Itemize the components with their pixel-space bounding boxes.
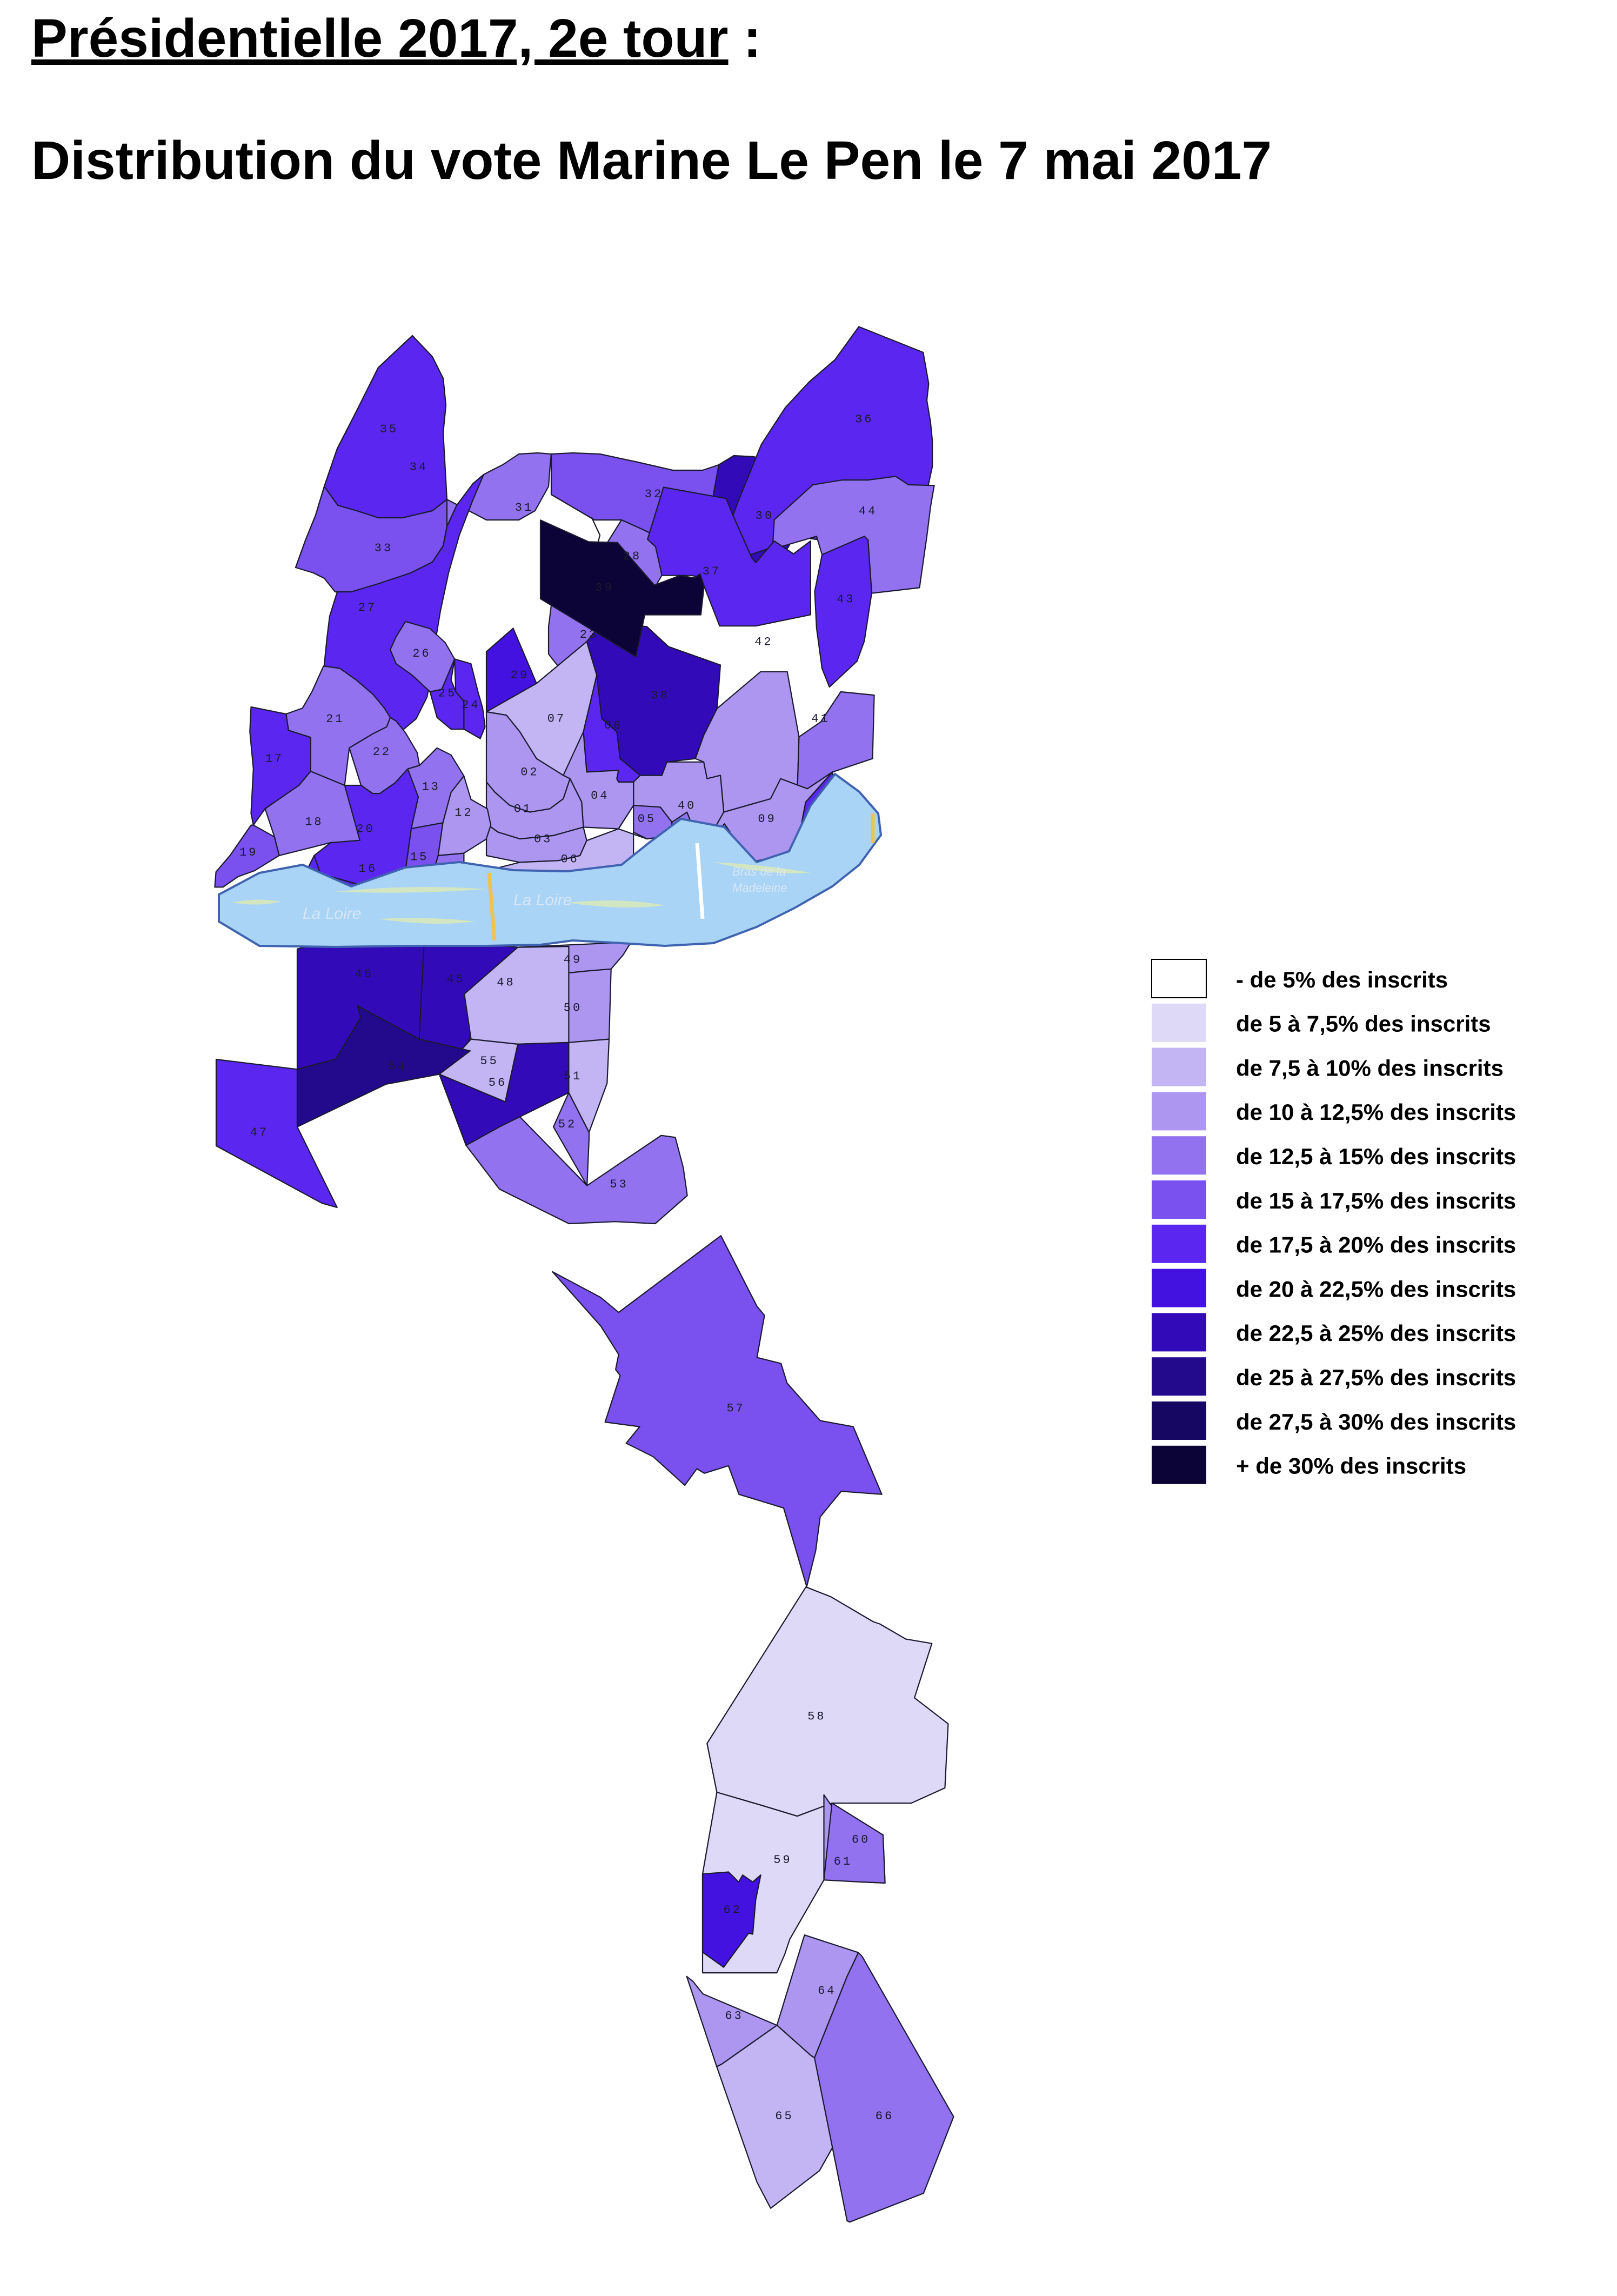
svg-text:de 12,5 à 15% des inscrits: de 12,5 à 15% des inscrits: [1236, 1144, 1516, 1169]
svg-text:32: 32: [645, 488, 663, 501]
svg-text:53: 53: [610, 1178, 628, 1191]
svg-text:60: 60: [852, 1833, 870, 1847]
svg-text:56: 56: [489, 1076, 507, 1090]
svg-text:17: 17: [265, 752, 284, 766]
svg-text:55: 55: [480, 1054, 498, 1068]
svg-text:44: 44: [859, 504, 877, 518]
svg-text:51: 51: [564, 1070, 582, 1083]
svg-text:63: 63: [725, 2010, 743, 2023]
svg-text:33: 33: [375, 542, 393, 555]
svg-text:46: 46: [355, 967, 373, 981]
svg-text:43: 43: [837, 593, 855, 606]
svg-text:25: 25: [438, 687, 457, 700]
svg-text:19: 19: [239, 846, 258, 859]
svg-text:de 10 à 12,5% des inscrits: de 10 à 12,5% des inscrits: [1236, 1099, 1516, 1125]
svg-text:36: 36: [855, 412, 873, 426]
svg-text:de 7,5 à 10% des inscrits: de 7,5 à 10% des inscrits: [1236, 1055, 1504, 1080]
svg-text:34: 34: [410, 460, 428, 474]
svg-text:52: 52: [558, 1118, 577, 1131]
svg-text:La Loire: La Loire: [303, 905, 361, 923]
svg-text:08: 08: [604, 719, 623, 732]
svg-text:57: 57: [726, 1402, 745, 1416]
svg-text:22: 22: [373, 745, 391, 759]
svg-text:62: 62: [723, 1904, 741, 1917]
svg-text:61: 61: [834, 1855, 852, 1868]
svg-text:38: 38: [651, 689, 669, 702]
svg-text:47: 47: [250, 1126, 269, 1139]
svg-text:40: 40: [678, 799, 696, 812]
svg-text:de 25 à 27,5% des inscrits: de 25 à 27,5% des inscrits: [1236, 1365, 1516, 1390]
svg-text:59: 59: [773, 1853, 792, 1867]
svg-text:64: 64: [818, 1984, 836, 1998]
svg-text:01: 01: [514, 803, 532, 816]
svg-text:05: 05: [638, 812, 656, 826]
svg-text:35: 35: [380, 423, 398, 436]
svg-text:15: 15: [410, 851, 429, 864]
svg-text:37: 37: [703, 565, 721, 578]
svg-text:50: 50: [564, 1002, 582, 1015]
svg-text:de 27,5 à 30% des inscrits: de 27,5 à 30% des inscrits: [1236, 1409, 1516, 1434]
svg-text:18: 18: [305, 816, 323, 829]
svg-text:La Loire: La Loire: [513, 891, 572, 909]
svg-text:41: 41: [811, 712, 830, 726]
svg-text:42: 42: [754, 635, 773, 649]
svg-text:16: 16: [359, 862, 377, 876]
svg-text:48: 48: [497, 976, 515, 990]
svg-text:20: 20: [356, 823, 375, 836]
svg-text:de 15 à 17,5% des inscrits: de 15 à 17,5% des inscrits: [1236, 1188, 1516, 1213]
svg-text:26: 26: [412, 647, 431, 660]
svg-text:de 17,5 à 20% des inscrits: de 17,5 à 20% des inscrits: [1236, 1232, 1516, 1258]
svg-text:de 22,5 à 25% des inscrits: de 22,5 à 25% des inscrits: [1236, 1320, 1516, 1346]
svg-text:23: 23: [580, 628, 598, 642]
svg-text:54: 54: [388, 1059, 406, 1073]
svg-text:45: 45: [446, 973, 465, 986]
svg-text:03: 03: [534, 832, 552, 846]
svg-text:06: 06: [560, 852, 579, 866]
svg-text:30: 30: [756, 509, 774, 523]
svg-text:- de 5% des inscrits: - de 5% des inscrits: [1236, 967, 1448, 992]
svg-text:24: 24: [462, 698, 480, 712]
svg-text:de 20 à 22,5% des inscrits: de 20 à 22,5% des inscrits: [1236, 1276, 1516, 1301]
svg-text:04: 04: [591, 789, 609, 803]
svg-text:66: 66: [876, 2110, 894, 2123]
svg-text:21: 21: [326, 712, 344, 726]
svg-text:Bras de la: Bras de la: [732, 865, 786, 878]
svg-text:09: 09: [758, 812, 776, 826]
svg-text:49: 49: [564, 953, 582, 967]
svg-text:28: 28: [623, 550, 642, 563]
svg-text:02: 02: [520, 766, 539, 779]
svg-text:13: 13: [422, 780, 440, 794]
svg-text:39: 39: [595, 581, 613, 595]
svg-text:+ de 30% des inscrits: + de 30% des inscrits: [1236, 1453, 1466, 1479]
svg-text:29: 29: [511, 669, 529, 682]
svg-text:65: 65: [775, 2110, 793, 2123]
svg-text:31: 31: [515, 501, 533, 515]
svg-text:de 5 à 7,5% des inscrits: de 5 à 7,5% des inscrits: [1236, 1011, 1491, 1037]
svg-text:07: 07: [547, 712, 566, 726]
svg-text:58: 58: [807, 1710, 826, 1723]
svg-text:27: 27: [358, 601, 377, 615]
svg-text:Madeleine: Madeleine: [732, 881, 787, 895]
svg-text:12: 12: [455, 806, 473, 819]
